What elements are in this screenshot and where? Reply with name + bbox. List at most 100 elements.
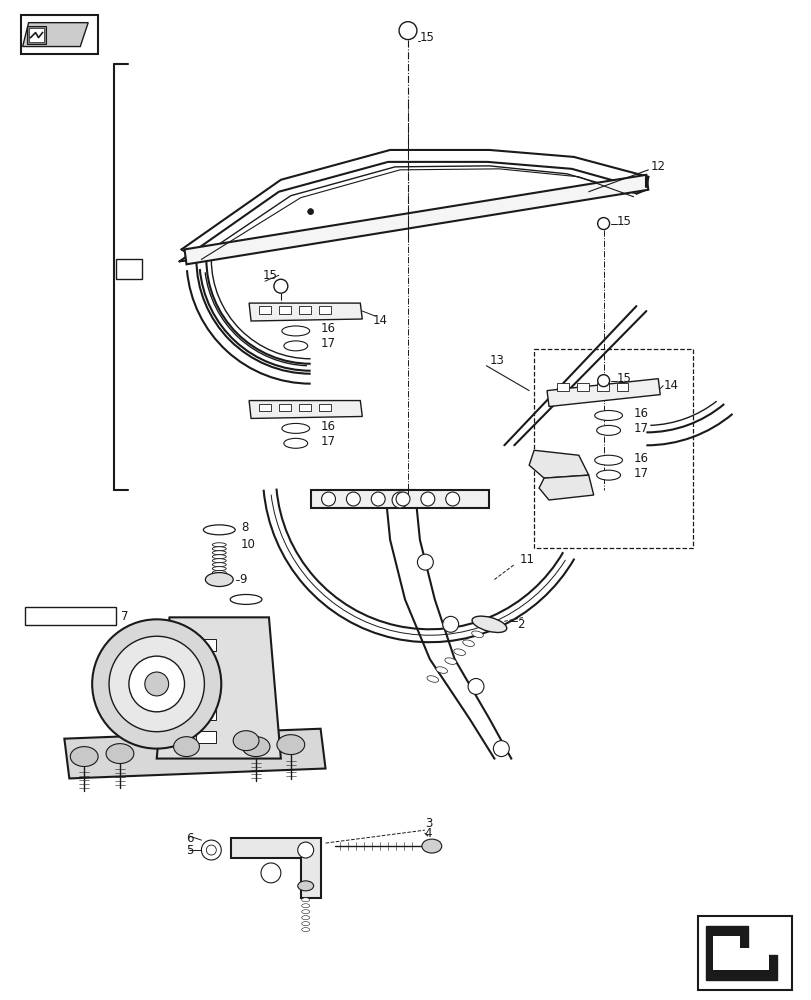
Circle shape (92, 619, 221, 749)
Text: 16: 16 (633, 452, 648, 465)
Text: 9: 9 (239, 573, 247, 586)
Polygon shape (547, 379, 659, 407)
Text: 8: 8 (241, 595, 248, 608)
Ellipse shape (596, 425, 620, 435)
Bar (298, 404, 311, 411)
Circle shape (597, 375, 609, 387)
Polygon shape (231, 838, 320, 898)
Text: 15: 15 (419, 31, 434, 44)
Circle shape (445, 492, 459, 506)
Bar (596, 383, 608, 391)
Ellipse shape (203, 525, 235, 535)
Bar (697, 916, 792, 990)
Text: 7: 7 (121, 610, 128, 623)
Text: 3: 3 (424, 817, 431, 830)
Text: 15: 15 (263, 269, 277, 282)
Bar (278, 404, 290, 411)
Ellipse shape (596, 470, 620, 480)
Ellipse shape (302, 928, 309, 932)
Text: 11: 11 (518, 553, 534, 566)
Ellipse shape (281, 326, 309, 336)
Circle shape (321, 492, 335, 506)
Ellipse shape (302, 922, 309, 926)
Ellipse shape (212, 551, 226, 555)
Ellipse shape (212, 571, 226, 575)
Ellipse shape (427, 676, 438, 682)
Text: 15: 15 (616, 372, 631, 385)
Text: 16: 16 (633, 407, 648, 420)
Ellipse shape (594, 455, 622, 465)
Text: 13: 13 (489, 354, 504, 367)
Bar (28, 28, 45, 42)
Ellipse shape (444, 658, 456, 664)
Ellipse shape (205, 573, 233, 587)
Ellipse shape (174, 737, 200, 757)
Ellipse shape (242, 737, 269, 757)
Bar (278, 306, 290, 314)
Circle shape (144, 672, 169, 696)
Text: 6: 6 (187, 832, 194, 845)
Ellipse shape (594, 410, 622, 420)
Text: 17: 17 (320, 337, 335, 350)
Text: 5: 5 (187, 844, 194, 857)
Circle shape (420, 492, 434, 506)
Polygon shape (23, 23, 88, 47)
Text: 14: 14 (371, 314, 387, 328)
Circle shape (206, 845, 216, 855)
Bar (259, 306, 271, 314)
Ellipse shape (302, 910, 309, 914)
Ellipse shape (302, 904, 309, 908)
Ellipse shape (233, 731, 259, 751)
Circle shape (417, 554, 433, 570)
Circle shape (371, 492, 384, 506)
Ellipse shape (302, 916, 309, 920)
Text: 4: 4 (424, 827, 431, 840)
Bar (318, 306, 330, 314)
Bar (259, 404, 271, 411)
Circle shape (398, 22, 416, 40)
Ellipse shape (436, 667, 447, 673)
Circle shape (201, 840, 221, 860)
Text: 90.116.BA: 90.116.BA (28, 611, 83, 621)
Polygon shape (529, 450, 588, 478)
Circle shape (597, 218, 609, 230)
Ellipse shape (212, 559, 226, 563)
Text: 2: 2 (517, 618, 524, 631)
Text: 8: 8 (241, 521, 248, 534)
Text: 1: 1 (125, 263, 132, 276)
Bar (196, 662, 216, 674)
Bar (298, 306, 311, 314)
Text: 10: 10 (241, 538, 255, 551)
Polygon shape (157, 617, 281, 759)
Circle shape (396, 492, 410, 506)
Ellipse shape (230, 594, 262, 604)
Ellipse shape (298, 881, 313, 891)
Polygon shape (705, 926, 776, 980)
Text: 12: 12 (650, 160, 664, 173)
Ellipse shape (212, 543, 226, 547)
Text: 17: 17 (633, 467, 648, 480)
Ellipse shape (302, 898, 309, 902)
Text: 17: 17 (633, 422, 648, 435)
Bar (311, 490, 489, 508)
Ellipse shape (212, 547, 226, 551)
Bar (534, 349, 692, 548)
Ellipse shape (284, 438, 307, 448)
Text: 17: 17 (320, 435, 335, 448)
Polygon shape (249, 303, 362, 321)
Text: 14: 14 (663, 379, 677, 392)
Polygon shape (184, 175, 647, 264)
Ellipse shape (281, 423, 309, 433)
Text: 16: 16 (320, 420, 335, 433)
Polygon shape (249, 401, 362, 418)
Polygon shape (712, 936, 769, 970)
Bar (576, 383, 588, 391)
Circle shape (442, 616, 458, 632)
Text: 16: 16 (320, 322, 335, 335)
Bar (196, 685, 216, 697)
Bar (27, 26, 46, 44)
Ellipse shape (453, 649, 465, 655)
Circle shape (346, 492, 360, 506)
Circle shape (298, 842, 313, 858)
Bar (616, 383, 628, 391)
